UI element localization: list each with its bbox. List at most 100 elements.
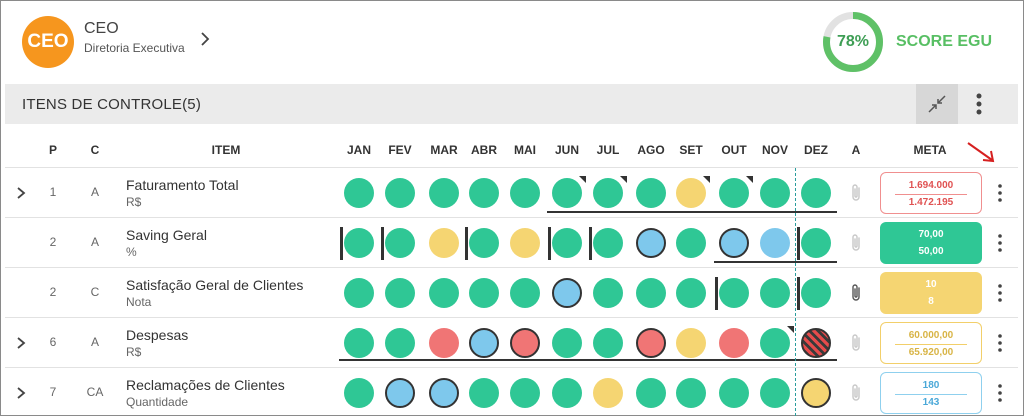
- item-name[interactable]: Satisfação Geral de Clientes: [126, 277, 304, 293]
- column-header-p[interactable]: P: [48, 143, 58, 157]
- row-more-button[interactable]: [995, 383, 1005, 403]
- month-status-dot[interactable]: [801, 378, 831, 408]
- expand-chevron-icon[interactable]: [15, 385, 27, 401]
- attachment-icon[interactable]: [850, 283, 864, 303]
- month-status-dot[interactable]: [510, 378, 540, 408]
- meta-badge[interactable]: 1.694.000 1.472.195: [880, 172, 982, 214]
- column-header-month[interactable]: FEV: [388, 143, 412, 157]
- month-status-dot[interactable]: [385, 228, 415, 258]
- table-row[interactable]: 1 A Faturamento Total R$ 1.694.000 1.472.195: [5, 168, 1018, 218]
- month-status-dot[interactable]: [510, 328, 540, 358]
- month-status-dot[interactable]: [636, 178, 666, 208]
- meta-badge[interactable]: 60.000,00 65.920,00: [880, 322, 982, 364]
- month-status-dot[interactable]: [385, 178, 415, 208]
- item-name[interactable]: Saving Geral: [126, 227, 207, 243]
- table-row[interactable]: 6 A Despesas R$ 60.000,00 65.920,00: [5, 318, 1018, 368]
- column-header-month[interactable]: AGO: [637, 143, 665, 157]
- month-status-dot[interactable]: [593, 178, 623, 208]
- month-status-dot[interactable]: [760, 378, 790, 408]
- attachment-icon[interactable]: [850, 333, 864, 353]
- month-status-dot[interactable]: [510, 178, 540, 208]
- month-status-dot[interactable]: [719, 228, 749, 258]
- month-status-dot[interactable]: [429, 278, 459, 308]
- column-header-month[interactable]: OUT: [721, 143, 747, 157]
- month-status-dot[interactable]: [552, 328, 582, 358]
- month-status-dot[interactable]: [760, 278, 790, 308]
- collapse-button[interactable]: [916, 84, 958, 124]
- month-status-dot[interactable]: [552, 378, 582, 408]
- row-more-button[interactable]: [995, 233, 1005, 253]
- chevron-right-icon[interactable]: [198, 30, 212, 48]
- month-status-dot[interactable]: [385, 378, 415, 408]
- month-status-dot[interactable]: [636, 228, 666, 258]
- month-status-dot[interactable]: [719, 178, 749, 208]
- row-more-button[interactable]: [995, 283, 1005, 303]
- item-name[interactable]: Faturamento Total: [126, 177, 239, 193]
- month-status-dot[interactable]: [344, 278, 374, 308]
- month-status-dot[interactable]: [510, 278, 540, 308]
- item-name[interactable]: Despesas: [126, 327, 189, 343]
- month-status-dot[interactable]: [552, 178, 582, 208]
- month-status-dot[interactable]: [469, 278, 499, 308]
- attachment-icon[interactable]: [850, 233, 864, 253]
- month-status-dot[interactable]: [676, 328, 706, 358]
- month-status-dot[interactable]: [593, 228, 623, 258]
- item-name[interactable]: Reclamações de Clientes: [126, 377, 285, 393]
- month-status-dot[interactable]: [429, 228, 459, 258]
- row-more-button[interactable]: [995, 183, 1005, 203]
- month-status-dot[interactable]: [636, 378, 666, 408]
- month-status-dot[interactable]: [429, 328, 459, 358]
- expand-chevron-icon[interactable]: [15, 185, 27, 201]
- column-header-item[interactable]: ITEM: [211, 143, 241, 157]
- table-row[interactable]: 2 A Saving Geral% 70,00 50,00: [5, 218, 1018, 268]
- column-header-c[interactable]: C: [90, 143, 100, 157]
- column-header-month[interactable]: JUN: [554, 143, 580, 157]
- meta-badge[interactable]: 10 8: [880, 272, 982, 314]
- month-status-dot[interactable]: [676, 378, 706, 408]
- month-status-dot[interactable]: [801, 228, 831, 258]
- column-header-month[interactable]: SET: [679, 143, 703, 157]
- column-header-month[interactable]: JAN: [346, 143, 372, 157]
- month-status-dot[interactable]: [801, 178, 831, 208]
- expand-chevron-icon[interactable]: [15, 335, 27, 351]
- month-status-dot[interactable]: [636, 328, 666, 358]
- month-status-dot[interactable]: [593, 278, 623, 308]
- month-status-dot[interactable]: [344, 328, 374, 358]
- month-status-dot[interactable]: [429, 378, 459, 408]
- row-more-button[interactable]: [995, 333, 1005, 353]
- month-status-dot[interactable]: [344, 178, 374, 208]
- column-header-meta[interactable]: META: [913, 143, 947, 157]
- month-status-dot[interactable]: [719, 328, 749, 358]
- avatar[interactable]: CEO: [22, 16, 74, 68]
- column-header-month[interactable]: MAI: [514, 143, 536, 157]
- month-status-dot[interactable]: [344, 228, 374, 258]
- month-status-dot[interactable]: [552, 228, 582, 258]
- column-header-a[interactable]: A: [851, 143, 861, 157]
- table-row[interactable]: 2 C Satisfação Geral de Clientes Nota 10 8: [5, 268, 1018, 318]
- month-status-dot[interactable]: [801, 328, 831, 358]
- month-status-dot[interactable]: [344, 378, 374, 408]
- month-status-dot[interactable]: [676, 278, 706, 308]
- column-header-month[interactable]: NOV: [761, 143, 789, 157]
- month-status-dot[interactable]: [719, 278, 749, 308]
- month-status-dot[interactable]: [760, 328, 790, 358]
- column-header-month[interactable]: DEZ: [804, 143, 828, 157]
- section-more-button[interactable]: [967, 84, 991, 124]
- month-status-dot[interactable]: [801, 278, 831, 308]
- month-status-dot[interactable]: [469, 328, 499, 358]
- month-status-dot[interactable]: [760, 178, 790, 208]
- attachment-icon[interactable]: [850, 183, 864, 203]
- month-status-dot[interactable]: [469, 228, 499, 258]
- month-status-dot[interactable]: [552, 278, 582, 308]
- month-status-dot[interactable]: [429, 178, 459, 208]
- month-status-dot[interactable]: [760, 228, 790, 258]
- column-header-month[interactable]: JUL: [596, 143, 620, 157]
- table-row[interactable]: 7 CA Reclamações de Clientes Quantidade 180 1…: [5, 368, 1018, 416]
- month-status-dot[interactable]: [385, 328, 415, 358]
- month-status-dot[interactable]: [593, 378, 623, 408]
- month-status-dot[interactable]: [676, 178, 706, 208]
- meta-badge[interactable]: 70,00 50,00: [880, 222, 982, 264]
- month-status-dot[interactable]: [469, 378, 499, 408]
- column-header-month[interactable]: MAR: [430, 143, 458, 157]
- month-status-dot[interactable]: [676, 228, 706, 258]
